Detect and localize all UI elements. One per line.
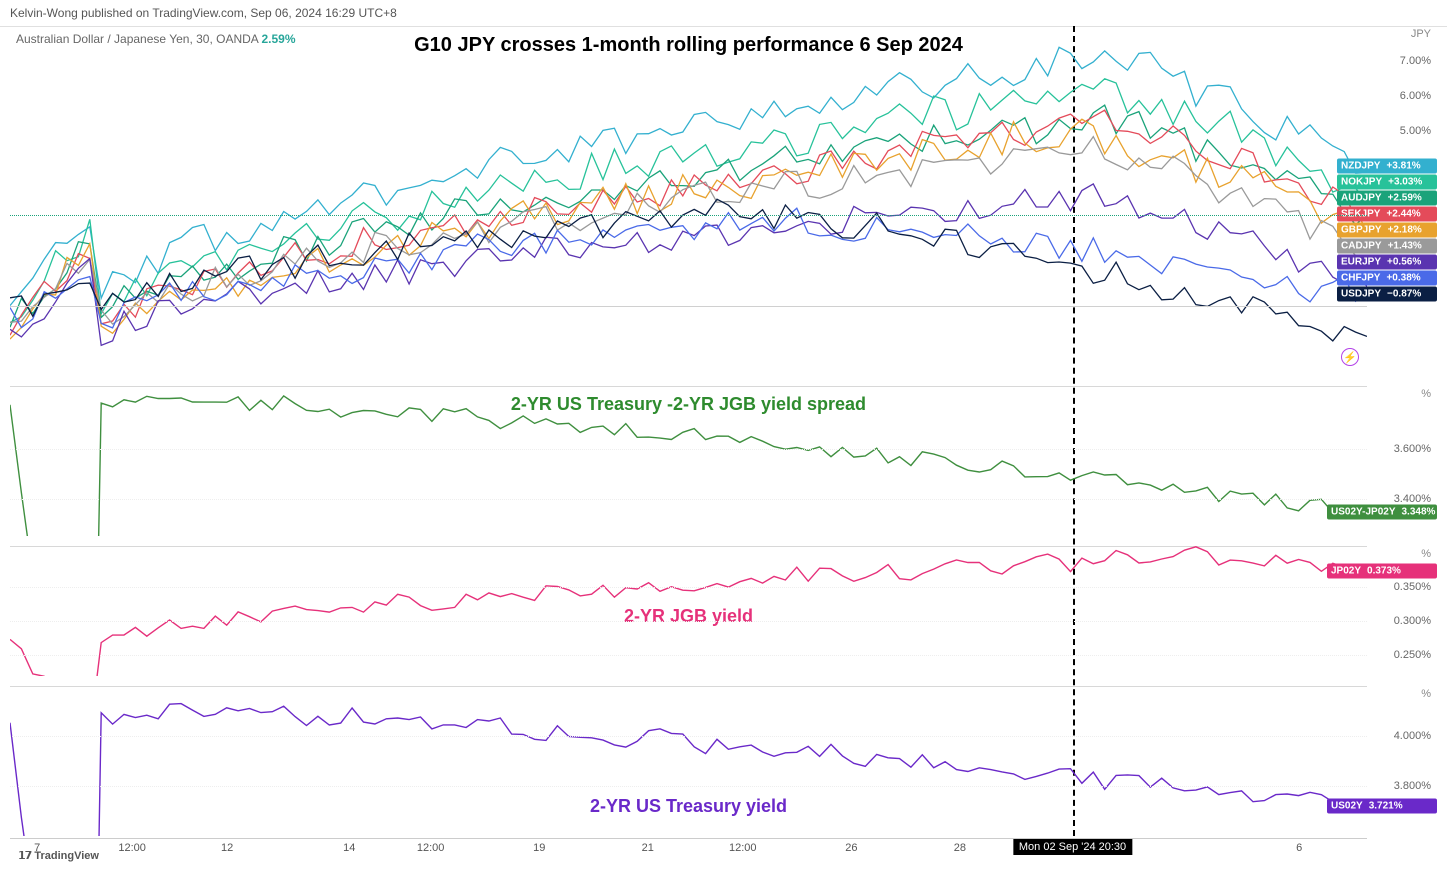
price-tag-symbol: AUDJPY bbox=[1341, 193, 1382, 204]
price-tag-symbol: CADJPY bbox=[1341, 241, 1382, 252]
axis-tick: 0.300% bbox=[1394, 615, 1431, 627]
publish-info: Kelvin-Wong published on TradingView.com… bbox=[0, 0, 1447, 27]
panel-jpy-crosses[interactable] bbox=[10, 26, 1367, 376]
price-tag-symbol: EURJPY bbox=[1341, 257, 1381, 268]
gridline bbox=[10, 621, 1367, 622]
panel-jgb-yield[interactable] bbox=[10, 546, 1367, 676]
price-tag-symbol: USDJPY bbox=[1341, 289, 1381, 300]
axis-tick: 7.00% bbox=[1400, 55, 1431, 67]
series-line[interactable] bbox=[10, 79, 1367, 323]
series-line[interactable] bbox=[10, 704, 1367, 836]
panel-yield-spread[interactable] bbox=[10, 386, 1367, 536]
price-tag-value: 3.721% bbox=[1369, 800, 1403, 811]
lightning-icon[interactable]: ⚡ bbox=[1341, 348, 1359, 366]
price-tag-audjpy[interactable]: AUDJPY +2.59% bbox=[1337, 191, 1437, 206]
xaxis-tick: 12:00 bbox=[118, 842, 146, 854]
axis-tick: 3.800% bbox=[1394, 780, 1431, 792]
price-tag-value: +2.44% bbox=[1386, 209, 1420, 220]
xaxis-tick: 12:00 bbox=[729, 842, 757, 854]
axis-unit: % bbox=[1421, 388, 1431, 400]
time-axis[interactable]: 712:00121412:00192112:00262812:006Mon 02… bbox=[10, 838, 1367, 858]
axis-unit: JPY bbox=[1411, 28, 1431, 40]
price-tag-value: −0.87% bbox=[1387, 289, 1421, 300]
axis-tick: 3.600% bbox=[1394, 443, 1431, 455]
xaxis-tick: 28 bbox=[954, 842, 966, 854]
series-line[interactable] bbox=[10, 137, 1367, 324]
price-tag-value: +3.81% bbox=[1386, 161, 1420, 172]
gridline bbox=[10, 587, 1367, 588]
xaxis-tick: 12:00 bbox=[417, 842, 445, 854]
price-tag-cadjpy[interactable]: CADJPY +1.43% bbox=[1337, 239, 1437, 254]
price-tag-usdjpy[interactable]: USDJPY −0.87% bbox=[1337, 287, 1437, 302]
price-tag-sekjpy[interactable]: SEKJPY +2.44% bbox=[1337, 207, 1437, 222]
xaxis-tick: 19 bbox=[533, 842, 545, 854]
axis-tick: 3.400% bbox=[1394, 493, 1431, 505]
panel-ust-yield[interactable] bbox=[10, 686, 1367, 836]
chart-area[interactable]: Australian Dollar / Japanese Yen, 30, OA… bbox=[10, 26, 1437, 864]
price-tag-nzdjpy[interactable]: NZDJPY +3.81% bbox=[1337, 159, 1437, 174]
series-line[interactable] bbox=[10, 208, 1367, 328]
yaxis-panel3[interactable]: %0.350%0.300%0.250%JP02Y0.373% bbox=[1375, 546, 1437, 676]
price-tag-value: 0.373% bbox=[1367, 566, 1401, 577]
price-tag-value: +2.18% bbox=[1388, 225, 1422, 236]
price-tag-symbol: US02Y bbox=[1331, 800, 1363, 811]
reference-line-zero bbox=[10, 306, 1367, 307]
series-line[interactable] bbox=[10, 47, 1367, 305]
axis-tick: 5.00% bbox=[1400, 125, 1431, 137]
price-tag-us02y-jp02y[interactable]: US02Y-JP02Y 3.348% bbox=[1327, 504, 1437, 519]
xaxis-tick: 6 bbox=[1296, 842, 1302, 854]
price-tag-gbpjpy[interactable]: GBPJPY +2.18% bbox=[1337, 223, 1437, 238]
price-tag-symbol: JP02Y bbox=[1331, 566, 1361, 577]
price-tag-chfjpy[interactable]: CHFJPY +0.38% bbox=[1337, 271, 1437, 286]
gridline bbox=[10, 786, 1367, 787]
price-tag-value: +3.03% bbox=[1388, 177, 1422, 188]
gridline bbox=[10, 736, 1367, 737]
brand-label: TradingView bbox=[34, 850, 99, 862]
yaxis-panel4[interactable]: %4.000%3.800%US02Y3.721% bbox=[1375, 686, 1437, 836]
axis-unit: % bbox=[1421, 548, 1431, 560]
series-line[interactable] bbox=[10, 110, 1367, 335]
axis-tick: 0.350% bbox=[1394, 581, 1431, 593]
yaxis-panel1[interactable]: JPY7.00%6.00%5.00%4.00%NZDJPY+3.81%NOKJP… bbox=[1375, 26, 1437, 376]
axis-tick: 0.250% bbox=[1394, 649, 1431, 661]
xaxis-cursor-label[interactable]: Mon 02 Sep '24 20:30 bbox=[1013, 839, 1132, 855]
yaxis-panel2[interactable]: %3.600%3.400%US02Y-JP02Y3.348% bbox=[1375, 386, 1437, 536]
price-tag-symbol: US02Y-JP02Y bbox=[1331, 506, 1396, 517]
price-tag-nokjpy[interactable]: NOKJPY +3.03% bbox=[1337, 175, 1437, 190]
gridline bbox=[10, 655, 1367, 656]
price-tag-value: +0.56% bbox=[1387, 257, 1421, 268]
gridline bbox=[10, 499, 1367, 500]
price-tag-symbol: SEKJPY bbox=[1341, 209, 1380, 220]
price-tag-symbol: CHFJPY bbox=[1341, 273, 1380, 284]
tradingview-logo-icon: 𝟭𝟳 bbox=[18, 850, 31, 862]
reference-line-dotted bbox=[10, 215, 1367, 216]
xaxis-tick: 21 bbox=[642, 842, 654, 854]
price-tag-value: +1.43% bbox=[1388, 241, 1422, 252]
xaxis-tick: 26 bbox=[845, 842, 857, 854]
price-tag-value: 3.348% bbox=[1402, 506, 1436, 517]
brand-footer: 𝟭𝟳 TradingView bbox=[18, 849, 99, 862]
price-tag-symbol: NOKJPY bbox=[1341, 177, 1382, 188]
price-tag-value: +0.38% bbox=[1386, 273, 1420, 284]
price-tag-value: +2.59% bbox=[1388, 193, 1422, 204]
axis-tick: 6.00% bbox=[1400, 90, 1431, 102]
price-tag-us02y[interactable]: US02Y 3.721% bbox=[1327, 798, 1437, 813]
series-line[interactable] bbox=[10, 184, 1367, 346]
price-tag-eurjpy[interactable]: EURJPY +0.56% bbox=[1337, 255, 1437, 270]
axis-tick: 4.000% bbox=[1394, 730, 1431, 742]
xaxis-tick: 12 bbox=[221, 842, 233, 854]
xaxis-tick: 14 bbox=[343, 842, 355, 854]
series-line[interactable] bbox=[10, 396, 1367, 536]
price-tag-symbol: GBPJPY bbox=[1341, 225, 1382, 236]
series-line[interactable] bbox=[10, 547, 1367, 676]
price-tag-symbol: NZDJPY bbox=[1341, 161, 1380, 172]
gridline bbox=[10, 449, 1367, 450]
price-tag-jp02y[interactable]: JP02Y 0.373% bbox=[1327, 564, 1437, 579]
axis-unit: % bbox=[1421, 688, 1431, 700]
